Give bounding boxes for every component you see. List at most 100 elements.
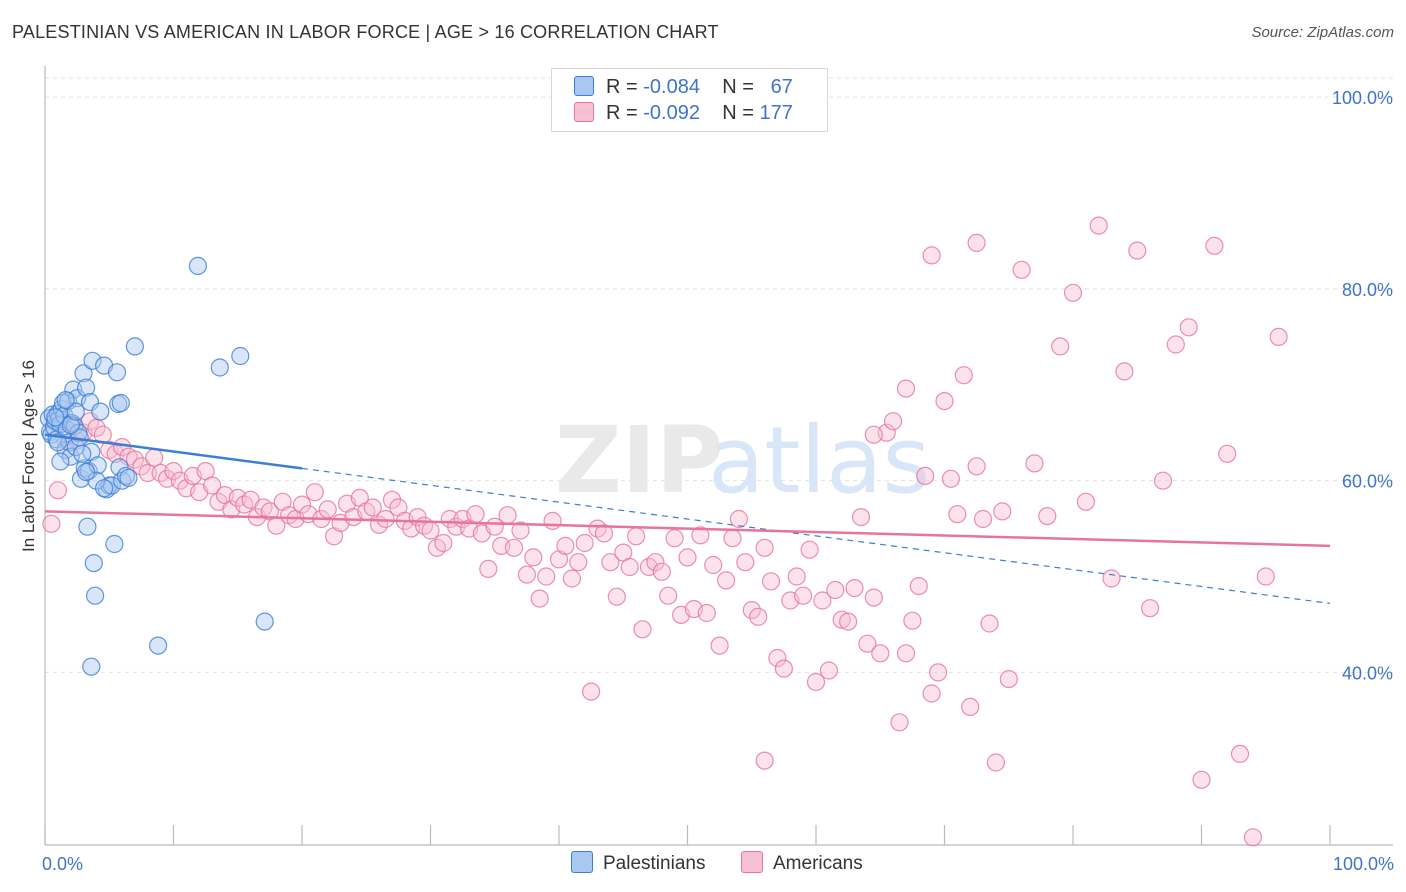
palestinians-point (125, 337, 144, 356)
americans-point (1025, 454, 1044, 473)
y-axis-label: In Labor Force | Age > 16 (19, 360, 38, 552)
americans-point (691, 526, 710, 545)
americans-point (376, 509, 395, 529)
americans-point (697, 603, 716, 623)
y-tick-label: 40.0% (1342, 663, 1393, 683)
americans-point (1089, 216, 1108, 235)
americans-point (871, 644, 890, 663)
americans-point (1051, 337, 1070, 356)
watermark-zip: ZIP (555, 407, 723, 514)
americans-point (716, 571, 736, 590)
trend-lines (44, 433, 1331, 604)
x-tick-label-max: 100.0% (1333, 854, 1394, 874)
palestinians-point (76, 462, 96, 482)
americans-point (203, 476, 222, 495)
americans-point (659, 586, 678, 605)
americans-point (434, 533, 453, 553)
americans-point (961, 697, 980, 717)
americans-point (1218, 444, 1237, 463)
legend-row-americans: R = -0.092 N = 177 (574, 102, 793, 125)
americans-point (678, 548, 697, 567)
americans-point (864, 425, 883, 444)
americans-point (909, 576, 928, 596)
americans-point (164, 462, 183, 481)
americans-point (935, 392, 954, 411)
americans-point (1063, 283, 1083, 302)
palestinians-point (61, 416, 80, 435)
bottom-legend-swatch-blue (571, 851, 593, 873)
americans-point (479, 559, 498, 579)
palestinians-point (116, 466, 136, 485)
americans-point (607, 587, 626, 606)
americans-point (986, 753, 1006, 772)
americans-point (132, 457, 151, 476)
palestinians-points (39, 256, 274, 676)
americans-trend (44, 510, 1331, 548)
americans-point (466, 505, 485, 524)
americans-point (845, 578, 864, 598)
americans-point (305, 483, 324, 502)
americans-point (1038, 506, 1057, 526)
palestinians-point (105, 534, 124, 554)
americans-point (1128, 241, 1147, 260)
americans-point (1256, 567, 1275, 586)
palestinians-point (88, 456, 107, 475)
americans-point (575, 533, 594, 553)
americans-point (125, 450, 144, 469)
palestinians-point (46, 408, 65, 427)
americans-point (967, 233, 986, 252)
y-tick-label: 60.0% (1342, 472, 1393, 492)
americans-point (864, 588, 883, 607)
bottom-legend-swatch-pink (741, 851, 763, 873)
americans-point (537, 567, 556, 586)
americans-point (1230, 744, 1250, 764)
americans-point (787, 567, 806, 586)
americans-point (569, 553, 588, 572)
americans-point (556, 536, 575, 556)
americans-point (530, 589, 549, 608)
bottom-legend-label: Palestinians (603, 853, 706, 874)
americans-point (581, 682, 601, 701)
americans-point (1076, 492, 1096, 511)
axes (44, 66, 1393, 846)
americans-point (145, 448, 164, 467)
americans-point (941, 469, 961, 488)
americans-point (729, 509, 749, 529)
chart-title: PALESTINIAN VS AMERICAN IN LABOR FORCE |… (12, 22, 719, 42)
watermark: ZIP atlas (555, 407, 930, 514)
americans-point (749, 607, 768, 626)
palestinians-point (111, 393, 130, 413)
americans-point (1140, 599, 1160, 618)
americans-point (922, 684, 941, 703)
legend-n-value: 67 (770, 76, 793, 98)
palestinians-point (231, 346, 250, 366)
americans-point (993, 502, 1012, 521)
palestinians-trend-solid (44, 433, 303, 470)
americans-point (601, 553, 620, 572)
americans-point (806, 672, 826, 692)
americans-point (858, 634, 877, 653)
source-label: Source: ZipAtlas.com (1251, 24, 1394, 41)
americans-point (761, 572, 781, 591)
americans-point (524, 548, 543, 567)
americans-point (292, 495, 312, 514)
palestinians-point (51, 452, 70, 471)
palestinians-point (56, 391, 75, 410)
americans-point (363, 498, 382, 517)
legend-r-value: -0.092 (643, 102, 700, 124)
palestinians-point (73, 444, 92, 463)
americans-point (903, 611, 922, 630)
americans-point (1192, 770, 1211, 789)
americans-point (883, 412, 903, 431)
palestinians-point (76, 378, 96, 397)
americans-point (504, 538, 524, 557)
americans-point (511, 521, 530, 540)
legend-r-label: R = (606, 102, 638, 124)
americans-point (498, 506, 517, 525)
americans-point (1243, 828, 1263, 847)
palestinians-point (83, 351, 102, 370)
americans-point (967, 457, 986, 476)
americans-point (1012, 260, 1031, 279)
americans-point (755, 538, 774, 557)
